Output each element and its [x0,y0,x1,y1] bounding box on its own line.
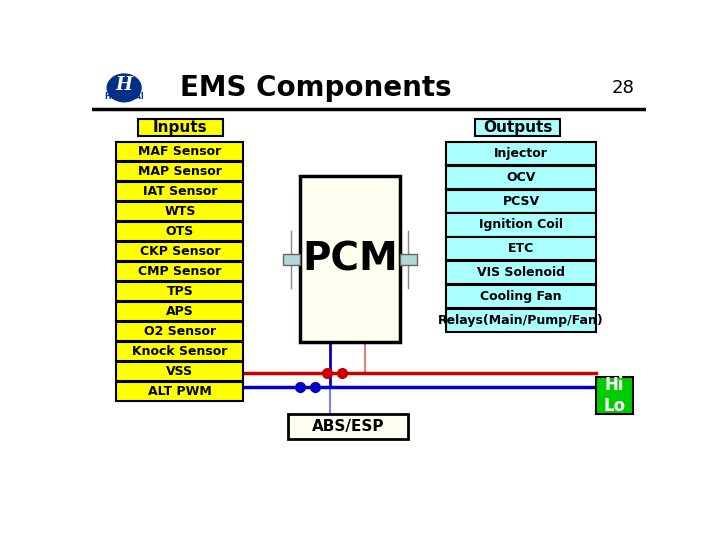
Text: OTS: OTS [166,225,194,238]
Bar [117,382,243,401]
Text: MAF Sensor: MAF Sensor [138,145,222,158]
Text: H: H [116,76,132,94]
Bar [117,302,243,321]
Bar [117,262,243,281]
Text: OCV: OCV [506,171,536,184]
Bar [446,309,596,332]
Text: APS: APS [166,305,194,318]
Text: O2 Sensor: O2 Sensor [144,325,216,338]
Bar [117,322,243,341]
Bar [117,282,243,301]
Bar [117,182,243,201]
Bar [117,342,243,361]
Text: Cooling Fan: Cooling Fan [480,290,562,303]
Text: HYUNDAI: HYUNDAI [104,92,144,101]
Text: Injector: Injector [494,147,548,160]
Bar [400,254,417,265]
Bar [446,285,596,308]
Text: Relays(Main/Pump/Fan): Relays(Main/Pump/Fan) [438,314,604,327]
Text: 28: 28 [612,79,634,97]
Text: ETC: ETC [508,242,534,255]
Bar [300,177,400,342]
Bar [475,119,560,136]
Bar [446,166,596,189]
Bar [117,242,243,261]
Bar [138,119,222,136]
Bar [283,254,300,265]
Text: Knock Sensor: Knock Sensor [132,345,228,358]
Text: CKP Sensor: CKP Sensor [140,245,220,258]
Text: ABS/ESP: ABS/ESP [312,419,384,434]
Text: Inputs: Inputs [153,120,207,134]
Text: IAT Sensor: IAT Sensor [143,185,217,198]
Text: ALT PWM: ALT PWM [148,385,212,398]
Bar [117,202,243,221]
Bar [117,362,243,381]
Text: PCM: PCM [302,240,397,278]
Bar [596,377,633,414]
Text: VIS Solenoid: VIS Solenoid [477,266,565,279]
Text: TPS: TPS [166,285,194,298]
Bar [288,414,408,439]
Text: MAP Sensor: MAP Sensor [138,165,222,178]
Text: Ignition Coil: Ignition Coil [479,219,563,232]
Bar [446,142,596,165]
Bar [446,237,596,260]
Text: VSS: VSS [166,365,194,378]
Bar [446,261,596,284]
Text: Hi
Lo: Hi Lo [603,376,626,415]
Bar [117,162,243,181]
Text: PCSV: PCSV [503,194,539,207]
Bar [117,222,243,241]
Ellipse shape [107,74,141,102]
Bar [446,190,596,213]
Text: EMS Components: EMS Components [180,74,452,102]
Bar [446,213,596,237]
Bar [117,142,243,161]
Text: Outputs: Outputs [483,120,552,134]
Text: WTS: WTS [164,205,196,218]
Text: CMP Sensor: CMP Sensor [138,265,222,278]
